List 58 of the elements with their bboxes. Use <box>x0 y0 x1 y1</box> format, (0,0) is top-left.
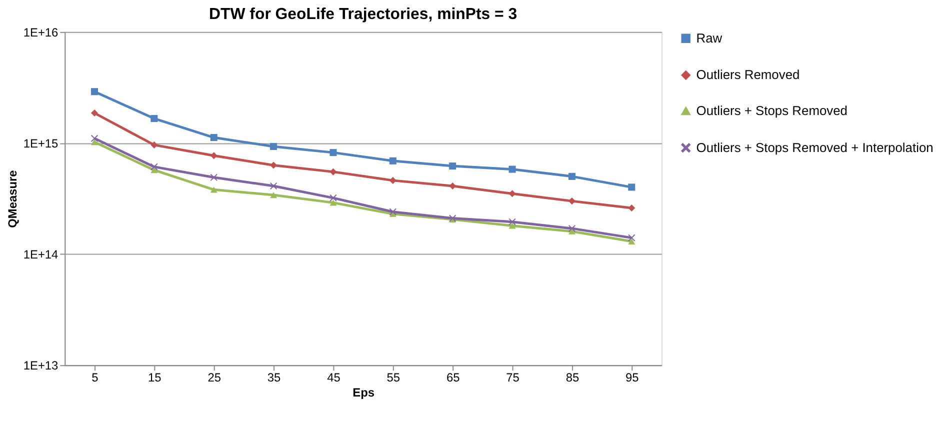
y-tick-label: 1E+15 <box>23 136 59 150</box>
legend-label: Outliers + Stops Removed + Interpolation <box>696 140 934 155</box>
y-tick-label: 1E+16 <box>23 25 59 40</box>
point <box>330 200 337 206</box>
point <box>568 198 576 205</box>
point <box>449 182 456 190</box>
point <box>90 134 98 142</box>
point <box>628 184 636 191</box>
point <box>508 222 516 229</box>
x-tick-label: 5 <box>92 370 99 385</box>
x-tick-label: 35 <box>267 370 282 385</box>
x-tick-label: 75 <box>506 370 520 385</box>
point <box>568 228 576 234</box>
point <box>210 174 218 181</box>
x-tick-label: 55 <box>386 370 400 385</box>
point <box>330 168 337 176</box>
point <box>150 167 158 174</box>
y-tick-label: 1E+14 <box>23 248 59 262</box>
point <box>568 224 576 232</box>
legend-label: Raw <box>696 30 723 46</box>
x-tick-label: 95 <box>626 370 640 385</box>
x-axis-title: Eps <box>352 385 375 400</box>
legend-label: Outliers Removed <box>696 67 800 82</box>
point <box>150 115 158 122</box>
point <box>90 88 98 96</box>
point <box>270 182 278 190</box>
y-tick-label: 1E+13 <box>23 358 59 373</box>
point <box>508 166 516 173</box>
point <box>270 192 278 198</box>
point <box>270 142 278 150</box>
chart-title: DTW for GeoLife Trajectories, minPts = 3 <box>209 6 518 23</box>
point <box>508 190 516 198</box>
point <box>210 186 218 193</box>
x-tick-label: 25 <box>208 370 222 385</box>
point <box>449 162 456 170</box>
point <box>270 162 278 169</box>
legend-label: Outliers + Stops Removed <box>696 102 848 118</box>
point <box>90 138 98 146</box>
point <box>628 234 636 242</box>
x-tick-label: 85 <box>566 370 580 385</box>
point <box>389 176 396 184</box>
point <box>389 157 396 164</box>
point <box>389 208 396 216</box>
point <box>90 110 98 117</box>
point <box>508 218 516 226</box>
y-axis-title: QMeasure <box>5 170 20 228</box>
point <box>150 141 158 148</box>
point <box>210 134 218 142</box>
point <box>150 163 158 170</box>
x-tick-label: 65 <box>446 370 460 385</box>
x-tick-label: 45 <box>327 370 341 385</box>
point <box>568 172 576 180</box>
point <box>330 194 337 202</box>
x-tick-label: 15 <box>148 370 162 385</box>
point <box>210 152 218 160</box>
point <box>330 149 337 156</box>
point <box>628 204 636 212</box>
point <box>628 238 636 244</box>
